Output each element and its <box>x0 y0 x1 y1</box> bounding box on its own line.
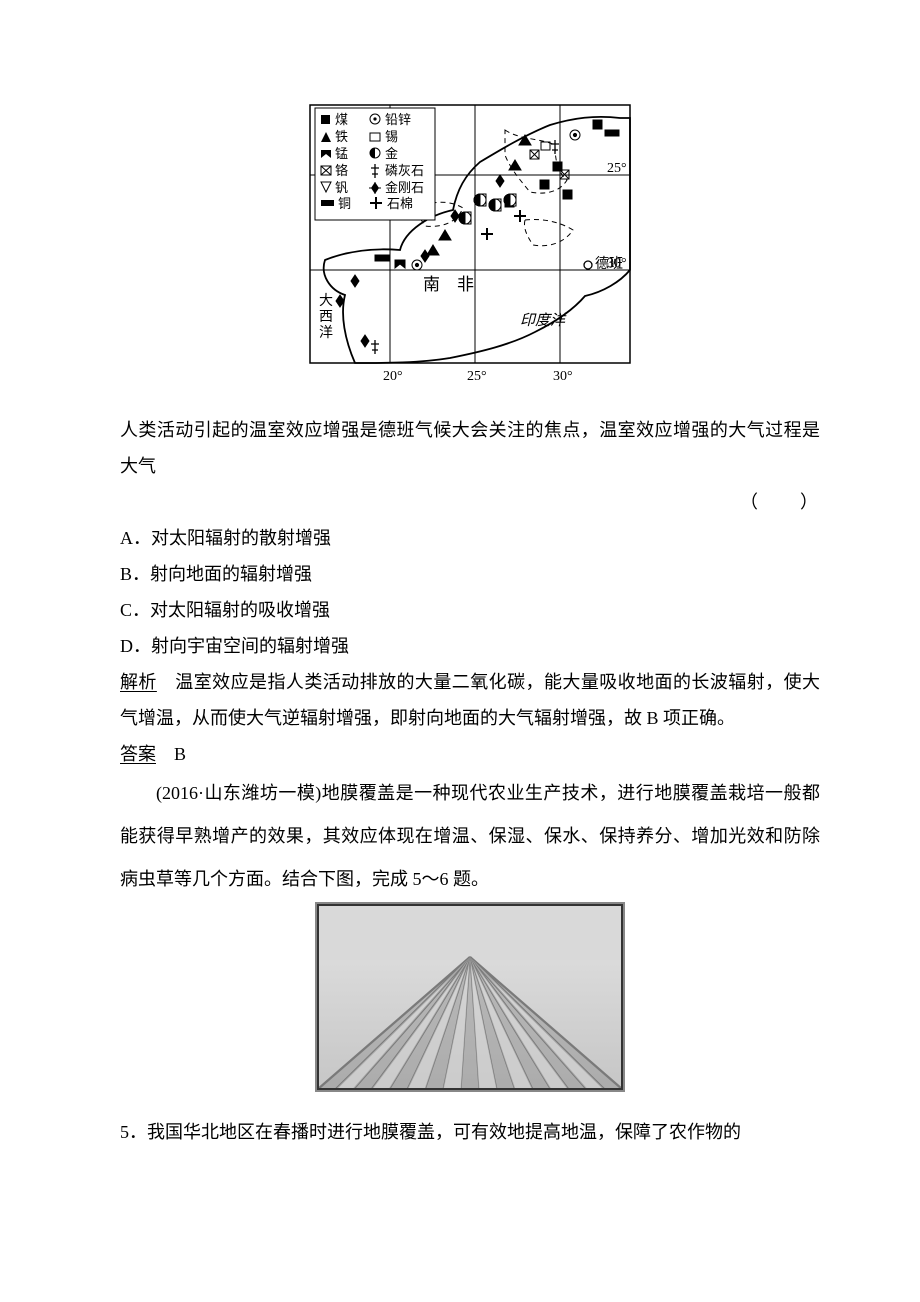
option-d: D．射向宇宙空间的辐射增强 <box>120 628 820 664</box>
legend-cr: 铬 <box>335 163 348 178</box>
legend-diamond: 金刚石 <box>385 180 424 195</box>
map-lon-30: 30° <box>553 369 573 384</box>
map-lat-30: 30° <box>607 256 627 271</box>
map-lon-20: 20° <box>383 369 403 384</box>
map-lat-25: 25° <box>607 161 627 176</box>
map-figure: 煤 铅锌 铁 锡 锰 金 铬 <box>305 100 635 402</box>
option-a: A．对太阳辐射的散射增强 <box>120 520 820 556</box>
option-b: B．射向地面的辐射增强 <box>120 556 820 592</box>
legend-tin: 锡 <box>385 129 398 144</box>
answer-value: B <box>156 744 186 764</box>
map-lon-25: 25° <box>467 369 487 384</box>
map-label-atlantic: 大西洋 <box>319 293 333 341</box>
answer: 答案 B <box>120 736 820 772</box>
question-5: 5．我国华北地区在春播时进行地膜覆盖，可有效地提高地温，保障了农作物的 <box>120 1114 820 1150</box>
legend-leadzinc: 铅锌 <box>385 112 411 127</box>
answer-bracket: （ ） <box>120 484 820 520</box>
legend-v: 钒 <box>335 180 348 195</box>
answer-label: 答案 <box>120 744 156 764</box>
legend-mn: 锰 <box>335 146 348 161</box>
legend-phos: 磷灰石 <box>385 163 424 178</box>
legend-gold: 金 <box>385 146 398 161</box>
legend-iron: 铁 <box>335 129 348 144</box>
map-label-indian: 印度洋 <box>520 312 567 329</box>
option-c: C．对太阳辐射的吸收增强 <box>120 592 820 628</box>
analysis-text: 温室效应是指人类活动排放的大量二氧化碳，能大量吸收地面的长波辐射，使大气增温，从… <box>120 672 820 728</box>
legend-coal: 煤 <box>335 112 348 127</box>
analysis-label: 解析 <box>120 672 157 692</box>
photo-figure <box>315 902 625 1104</box>
map-label-country: 南 非 <box>423 275 474 294</box>
legend-asbestos: 石棉 <box>387 196 413 211</box>
analysis: 解析 温室效应是指人类活动排放的大量二氧化碳，能大量吸收地面的长波辐射，使大气增… <box>120 664 820 736</box>
stem2-text: (2016·山东潍坊一模)地膜覆盖是一种现代农业生产技术，进行地膜覆盖栽培一般都… <box>120 772 820 902</box>
legend-cu: 铜 <box>338 196 351 211</box>
intro-text: 人类活动引起的温室效应增强是德班气候大会关注的焦点，温室效应增强的大气过程是大气 <box>120 412 820 484</box>
